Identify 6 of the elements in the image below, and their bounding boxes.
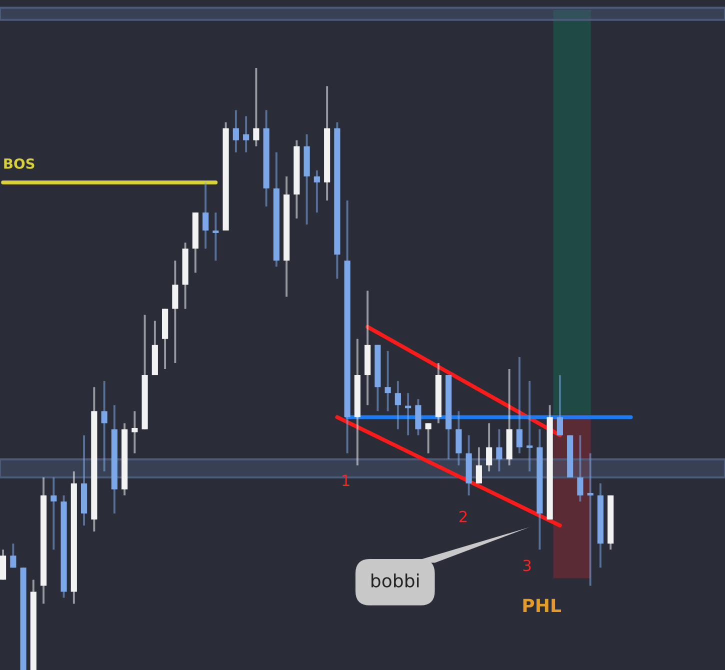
annotation: 3 xyxy=(523,560,531,572)
annotation: PHL xyxy=(523,598,562,612)
annotation: 2 xyxy=(460,510,467,522)
annotation: BOS xyxy=(4,158,34,169)
annotation: 1 xyxy=(342,474,350,486)
annotation: bobbi xyxy=(372,573,419,588)
